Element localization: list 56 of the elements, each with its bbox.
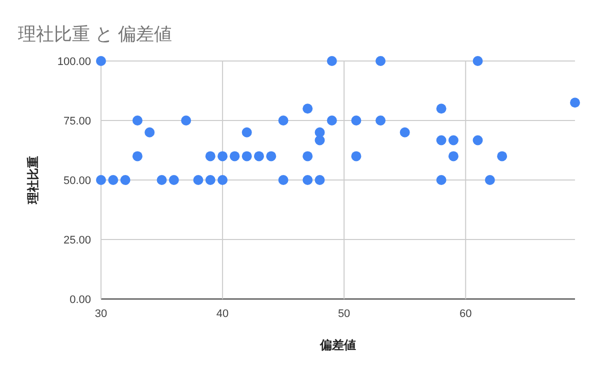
point: [144, 127, 155, 138]
point: [266, 151, 276, 162]
y-axis-title: 理社比重: [26, 156, 40, 205]
point: [570, 98, 580, 108]
point: [132, 116, 142, 126]
point: [132, 151, 142, 162]
x-tick-label: 40: [216, 308, 229, 320]
point: [205, 175, 216, 185]
point: [302, 104, 313, 114]
point: [120, 175, 130, 185]
point: [96, 56, 106, 66]
point: [205, 151, 216, 162]
point: [108, 175, 118, 185]
point: [254, 151, 264, 162]
point: [326, 56, 337, 66]
x-axis-title: 偏差値: [319, 338, 356, 352]
point: [314, 175, 325, 185]
point: [436, 104, 446, 114]
point: [472, 135, 483, 146]
point: [436, 135, 446, 146]
point: [497, 151, 508, 162]
point: [351, 116, 362, 126]
point: [181, 116, 192, 126]
point: [448, 135, 458, 146]
y-tick-label: 0.00: [70, 294, 91, 306]
point: [193, 175, 204, 185]
point: [230, 151, 240, 162]
point: [242, 127, 252, 138]
point: [314, 135, 325, 146]
y-tick-label: 25.00: [63, 234, 91, 246]
x-tick-label: 60: [459, 308, 472, 320]
point: [400, 127, 410, 138]
point: [436, 175, 446, 185]
point: [302, 151, 313, 162]
point: [376, 56, 386, 66]
point: [218, 175, 228, 185]
point: [96, 175, 106, 185]
point: [278, 116, 288, 126]
point: [242, 151, 252, 162]
y-tick-label: 75.00: [63, 116, 91, 128]
point: [168, 175, 179, 185]
point: [326, 116, 337, 126]
point: [448, 151, 458, 162]
y-tick-label: 100.00: [57, 56, 91, 68]
point: [351, 151, 362, 162]
y-tick-label: 50.00: [63, 175, 91, 187]
point: [484, 175, 495, 185]
chart-title: 理社比重 と 偏差値: [18, 24, 172, 44]
point: [376, 116, 386, 126]
x-tick-label: 50: [338, 308, 350, 320]
point: [218, 151, 228, 162]
x-tick-label: 30: [94, 308, 108, 320]
point: [156, 175, 167, 185]
point: [278, 175, 288, 185]
point: [472, 56, 483, 66]
point: [302, 175, 313, 185]
